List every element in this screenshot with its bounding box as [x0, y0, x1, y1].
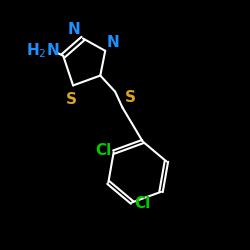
Text: N: N	[106, 34, 119, 50]
Text: Cl: Cl	[134, 196, 151, 211]
Text: Cl: Cl	[95, 143, 111, 158]
Text: S: S	[66, 92, 77, 106]
Text: S: S	[125, 90, 136, 105]
Text: N: N	[68, 22, 80, 37]
Text: H$_2$N: H$_2$N	[26, 42, 60, 60]
